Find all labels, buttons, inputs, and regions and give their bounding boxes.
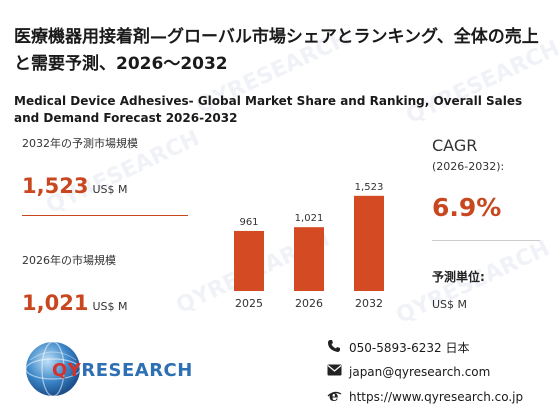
bar-2026 [294,227,324,291]
logo-text-research: RESEARCH [81,360,193,381]
divider [22,215,188,216]
divider [432,240,540,241]
data-label-2025: 961 [239,217,258,228]
cagr-period: (2026-2032): [432,160,505,173]
x-tick-label-2026: 2026 [295,297,323,310]
logo-text: QYRESEARCH [52,360,193,381]
qyresearch-logo: QYRESEARCH [22,338,192,400]
forecast-size-unit: US$ M [92,183,128,196]
current-size-value: 1,021 [22,291,89,315]
contact-phone: 050-5893-6232 日本 [325,339,469,356]
contact-website: e https://www.qyresearch.co.jp [325,387,524,406]
current-size-stat: 1,021 US$ M [22,291,127,315]
data-label-2026: 1,021 [295,213,324,224]
bar-2025 [234,230,264,291]
forecast-size-value: 1,523 [22,174,89,198]
website-link[interactable]: https://www.qyresearch.co.jp [349,390,524,404]
cagr-value: 6.9% [432,193,502,222]
forecast-unit-value: US$ M [432,298,468,311]
globe-e-icon: e [325,387,343,406]
globe-icon [25,341,81,397]
logo-text-qy: QY [52,360,82,381]
x-tick-label-2032: 2032 [355,297,383,310]
current-size-unit: US$ M [92,300,128,313]
phone-icon [325,339,343,356]
envelope-icon [325,364,343,379]
svg-text:e: e [329,388,339,403]
email-link[interactable]: japan@qyresearch.com [349,364,491,379]
forecast-unit-heading: 予測単位: [432,270,485,284]
bar-2032 [354,195,384,291]
current-size-label: 2026年の市場規模 [22,254,116,267]
page-subtitle: Medical Device Adhesives- Global Market … [14,94,523,125]
contact-email: japan@qyresearch.com [325,364,490,379]
forecast-size-label: 2032年の予測市場規模 [22,137,138,150]
forecast-size-stat: 1,523 US$ M [22,174,127,198]
phone-number: 050-5893-6232 日本 [349,341,470,355]
x-tick-label-2025: 2025 [235,297,263,310]
bar-chart: 961 2025 1,021 2026 1,523 2032 [234,182,384,310]
data-label-2032: 1,523 [355,182,384,193]
page-title: 医療機器用接着剤—グローバル市場シェアとランキング、全体の売上と需要予測、202… [14,27,539,74]
cagr-title: CAGR [432,136,478,155]
